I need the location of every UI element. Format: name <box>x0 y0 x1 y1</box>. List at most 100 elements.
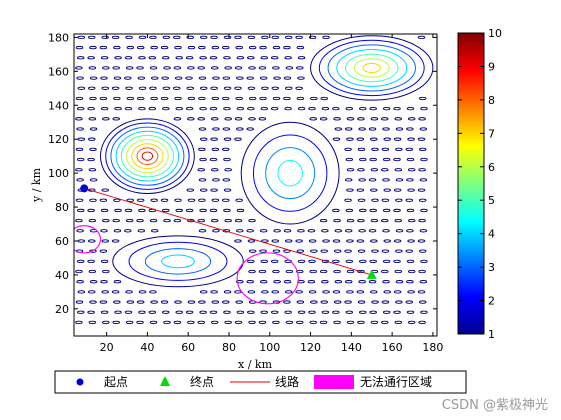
ripple-contour <box>138 86 147 90</box>
ripple-contour <box>295 239 303 243</box>
ripple-contour <box>224 66 232 70</box>
ripple-contour <box>407 320 416 325</box>
ripple-contour <box>76 178 84 182</box>
hill-3-contour <box>240 121 340 225</box>
contour-layer <box>75 35 434 325</box>
y-axis-label: y / km <box>30 167 43 203</box>
ripple-contour <box>248 66 256 70</box>
ripple-contour <box>320 300 328 304</box>
ripple-contour <box>185 56 194 60</box>
ripple-contour <box>76 107 85 111</box>
legend-label-end: 终点 <box>190 374 214 389</box>
ripple-contour <box>126 300 135 304</box>
ripple-contour <box>246 127 254 131</box>
ripple-contour <box>247 35 256 40</box>
ripple-contour <box>112 218 120 223</box>
ripple-contour <box>246 229 254 233</box>
ripple-contour <box>344 178 353 182</box>
ripple-contour <box>381 198 390 202</box>
ripple-contour <box>160 45 169 50</box>
x-tick-label: 120 <box>300 341 321 354</box>
ripple-contour <box>345 310 354 314</box>
ripple-contour <box>272 320 280 325</box>
ripple-contour <box>199 137 208 141</box>
ripple-contour <box>382 208 391 213</box>
ripple-contour <box>259 76 268 80</box>
ripple-contour <box>125 86 133 90</box>
ripple-contour <box>99 249 108 253</box>
ripple-contour <box>308 259 316 263</box>
ripple-contour <box>150 198 158 202</box>
ripple-contour <box>417 137 426 141</box>
ripple-contour <box>223 86 232 90</box>
ripple-contour <box>100 76 108 80</box>
ripple-contour <box>160 300 169 304</box>
no-go-zone-2 <box>236 252 299 305</box>
ripple-contour <box>87 137 96 141</box>
ripple-contour <box>136 300 145 304</box>
ripple-contour <box>344 300 352 304</box>
ripple-contour <box>319 117 328 121</box>
ripple-contour <box>234 239 242 243</box>
ripple-contour <box>369 107 377 111</box>
ripple-contour <box>100 107 109 111</box>
ripple-contour <box>406 259 415 263</box>
ripple-contour <box>357 320 365 325</box>
ripple-contour <box>359 310 367 314</box>
hill-2-contour <box>131 143 164 170</box>
ripple-contour <box>198 45 206 50</box>
ripple-contour <box>332 239 341 243</box>
ripple-contour <box>198 178 207 182</box>
ripple-contour <box>260 259 269 263</box>
ripple-contour <box>210 137 218 141</box>
ripple-contour <box>395 300 403 304</box>
end-point <box>366 269 377 279</box>
ripple-contour <box>75 320 83 325</box>
ripple-contour <box>381 218 389 223</box>
x-axis-label: x / km <box>238 358 273 371</box>
x-tick-label: 40 <box>140 341 154 354</box>
ripple-contour <box>246 280 254 284</box>
ripple-contour <box>210 66 219 70</box>
ripple-contour <box>283 300 291 304</box>
ripple-contour <box>395 249 403 253</box>
ripple-contour <box>126 45 135 50</box>
ripple-contour <box>198 300 206 304</box>
ripple-contour <box>407 290 415 294</box>
ripple-contour <box>320 249 328 253</box>
ripple-contour <box>76 56 85 60</box>
ripple-contour <box>284 239 293 243</box>
ripple-contour <box>75 198 84 202</box>
ripple-contour <box>149 66 158 70</box>
ripple-contour <box>321 229 329 233</box>
ripple-contour <box>187 45 196 50</box>
ripple-contour <box>236 107 245 111</box>
ripple-contour <box>100 280 108 284</box>
ripple-contour <box>418 168 426 172</box>
ripple-contour <box>357 269 365 274</box>
colorbar-tick-label: 7 <box>488 127 495 140</box>
ripple-contour <box>87 35 96 40</box>
ripple-contour <box>407 239 415 243</box>
ripple-contour <box>236 76 244 80</box>
ripple-contour <box>272 269 280 274</box>
legend: 起点 终点 线路 无法通行区域 <box>54 370 467 394</box>
ripple-contour <box>75 96 84 101</box>
ripple-contour <box>297 310 306 314</box>
ripple-contour <box>419 127 428 131</box>
ripple-contour <box>77 239 86 243</box>
ripple-contour <box>198 127 207 131</box>
ripple-contour <box>284 259 292 263</box>
ripple-contour <box>261 290 269 294</box>
ripple-contour <box>259 96 267 101</box>
ripple-contour <box>383 188 391 192</box>
colorbar-ticks: 1 2 3 4 5 6 7 8 9 10 <box>458 27 502 341</box>
ripple-contour <box>89 127 98 131</box>
ripple-contour <box>197 320 206 325</box>
ripple-contour <box>125 66 134 70</box>
ripple-contour <box>297 107 306 111</box>
ripple-contour <box>113 198 121 202</box>
colorbar-tick-label: 8 <box>488 94 495 107</box>
ripple-contour <box>407 117 416 121</box>
ripple-contour <box>260 107 269 111</box>
